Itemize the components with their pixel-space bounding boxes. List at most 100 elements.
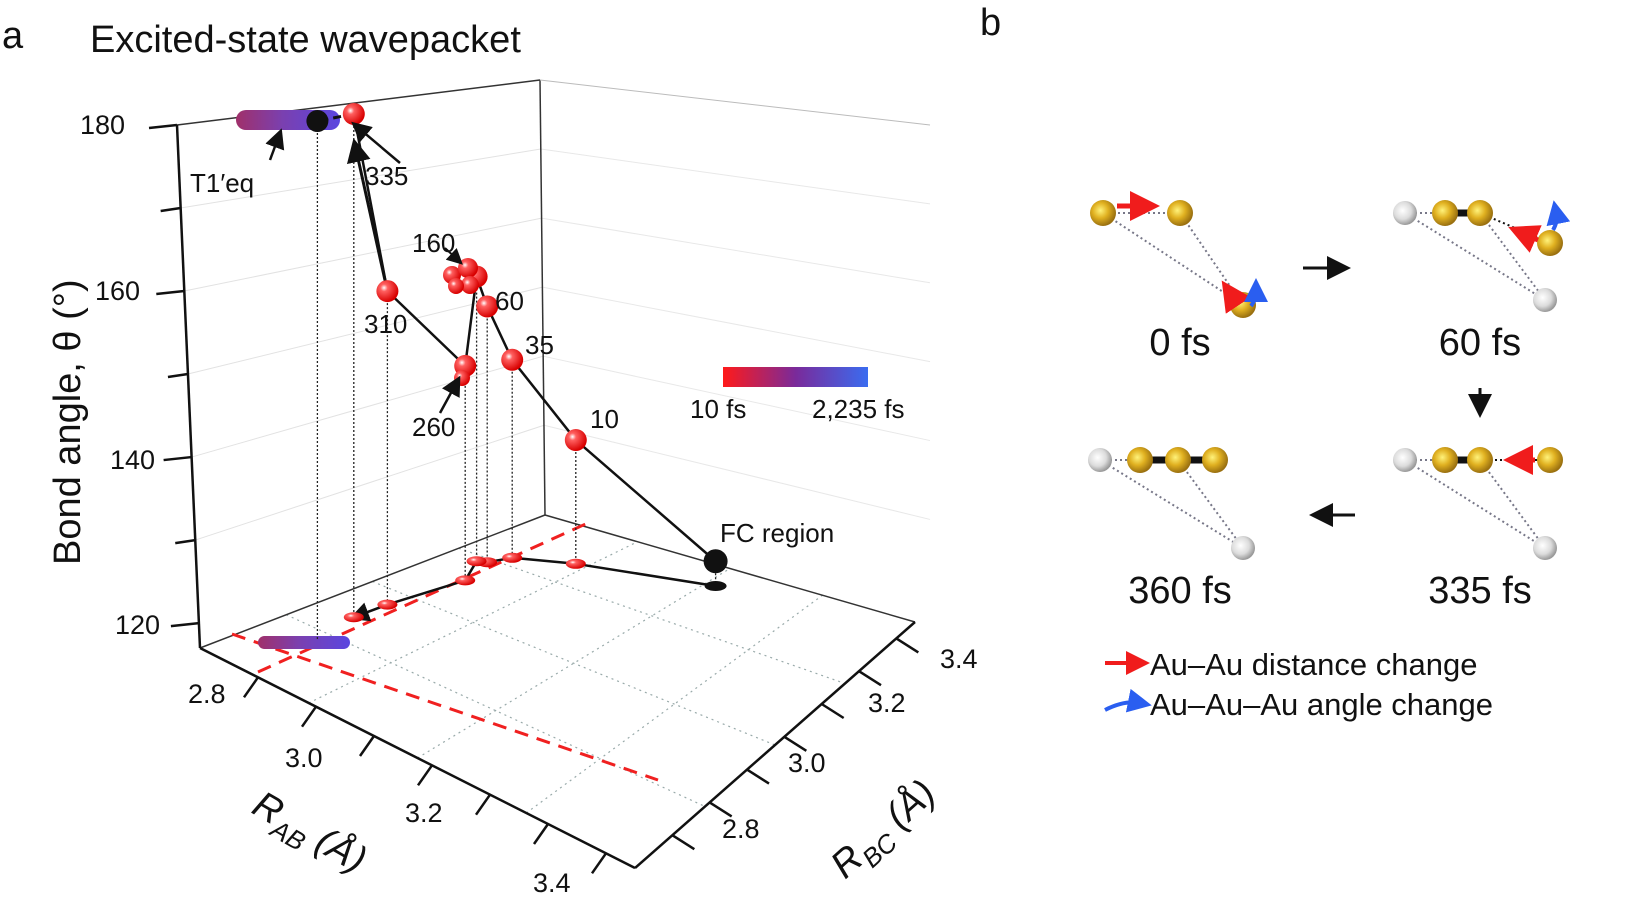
y-tick: [708, 801, 733, 818]
panel-a-label: a: [2, 15, 24, 57]
z-tick: [175, 538, 196, 545]
legend-distance-label: Au–Au distance change: [1150, 647, 1477, 682]
colorbar-max-label: 2,235 fs: [812, 394, 905, 424]
y-tick-label: 3.0: [788, 748, 826, 778]
y-tick-label: 3.4: [940, 644, 978, 674]
label-10: 10: [590, 404, 619, 434]
grey-atom: [1231, 536, 1255, 560]
frame-0fs: [1102, 212, 1244, 306]
chart-title: Excited-state wavepacket: [90, 19, 521, 61]
x-tick: [416, 764, 434, 787]
data-point: [376, 280, 399, 303]
annotations: 335 310 160 60 35 10 260 FC region T1′eq: [190, 121, 834, 548]
floor-grid-line: [417, 567, 731, 759]
floor-back-right-edge: [544, 514, 916, 623]
x-tick: [590, 852, 608, 875]
arrow-335: [351, 121, 401, 164]
legend-angle-icon: [1104, 688, 1152, 713]
frame-335fs-bonds: [1404, 459, 1546, 549]
frame-label: 360 fs: [1128, 570, 1232, 612]
frame-label: 335 fs: [1428, 570, 1532, 612]
legend-angle-label: Au–Au–Au angle change: [1150, 687, 1493, 722]
x-tick: [300, 705, 318, 728]
grey-atom: [1393, 448, 1417, 472]
data-point: [461, 276, 479, 294]
grid-line: [540, 148, 931, 205]
grid-line: [542, 286, 931, 363]
late-time-cluster-floor: [258, 636, 350, 649]
axis-ticks: [148, 123, 920, 875]
y-tick: [858, 670, 882, 687]
x-tick: [532, 823, 550, 845]
z-tick-label: 120: [115, 610, 160, 640]
gold-atom: [1467, 200, 1493, 226]
y-tick-label: 2.8: [722, 814, 760, 844]
y-tick-label: 3.2: [868, 688, 906, 718]
trajectory-arrow: [346, 138, 389, 292]
z-tick-label: 180: [80, 110, 125, 140]
z-tick: [160, 206, 181, 213]
grid-line: [543, 424, 931, 520]
z-tick: [167, 372, 189, 379]
label-35: 35: [525, 330, 554, 360]
panel-b-label: b: [980, 2, 1001, 44]
distance-change-arrow: [1221, 280, 1251, 314]
data-point: [476, 295, 499, 318]
gold-atom: [1202, 447, 1228, 473]
grey-atom: [1393, 201, 1417, 225]
y-tick: [820, 702, 845, 720]
floor-grid-line: [372, 580, 776, 746]
angle-change-arrow: [1243, 278, 1268, 308]
reference-dashed-line-rab: [231, 632, 659, 782]
z-tick-label: 140: [110, 445, 155, 475]
colorbar: [723, 367, 868, 387]
z-tick: [156, 289, 185, 296]
distance-change-arrow: [1508, 225, 1542, 253]
trajectory-line: [352, 113, 717, 563]
colorbar-min-label: 10 fs: [690, 394, 746, 424]
y-tick: [671, 834, 696, 851]
x-tick-label: 3.0: [285, 743, 323, 773]
label-310: 310: [364, 309, 407, 339]
t1-eq-point: [306, 110, 329, 133]
floor-data-point: [466, 556, 487, 567]
dotted-bond: [1404, 212, 1546, 301]
grey-atom: [1533, 288, 1557, 312]
x-tick: [474, 793, 492, 816]
x-tick: [242, 676, 260, 699]
floor-grid-line: [525, 594, 823, 814]
arrow-260: [438, 375, 461, 414]
theta-axis: [175, 124, 202, 649]
grid-line: [543, 355, 931, 442]
z-axis-title: Bond angle, θ (°): [47, 279, 89, 565]
gold-atom: [1167, 200, 1193, 226]
fc-floor-point: [704, 581, 727, 591]
floor-data-point: [343, 612, 364, 623]
data-point: [501, 348, 524, 371]
gold-atom: [1127, 447, 1153, 473]
x-tick-label: 2.8: [188, 679, 226, 709]
frame-360fs-bonds: [1099, 459, 1244, 549]
gold-atom: [1165, 447, 1191, 473]
theta-tick-labels: 180 160 140 120: [80, 110, 160, 640]
reference-dashed-line-rbc: [257, 520, 591, 674]
grid-line: [541, 217, 931, 284]
floor-data-point: [565, 558, 586, 569]
grid-line: [180, 148, 541, 209]
floor-grid-line: [308, 541, 638, 704]
label-335: 335: [365, 161, 408, 191]
y-axis-title: RBC (Å): [822, 770, 949, 891]
gold-atom: [1467, 447, 1493, 473]
arrow-t1-eq: [265, 128, 285, 161]
floor-back-left-edge: [199, 514, 546, 649]
label-fc-region: FC region: [720, 518, 834, 548]
z-tick: [148, 123, 178, 130]
z-tick-label: 160: [95, 276, 140, 306]
dotted-bond: [1479, 212, 1546, 301]
grid-line: [184, 217, 542, 292]
dotted-bond: [1177, 459, 1244, 549]
rab-axis: [199, 646, 636, 870]
arrow-160: [444, 247, 463, 265]
right-wall-top-edge: [539, 79, 931, 126]
